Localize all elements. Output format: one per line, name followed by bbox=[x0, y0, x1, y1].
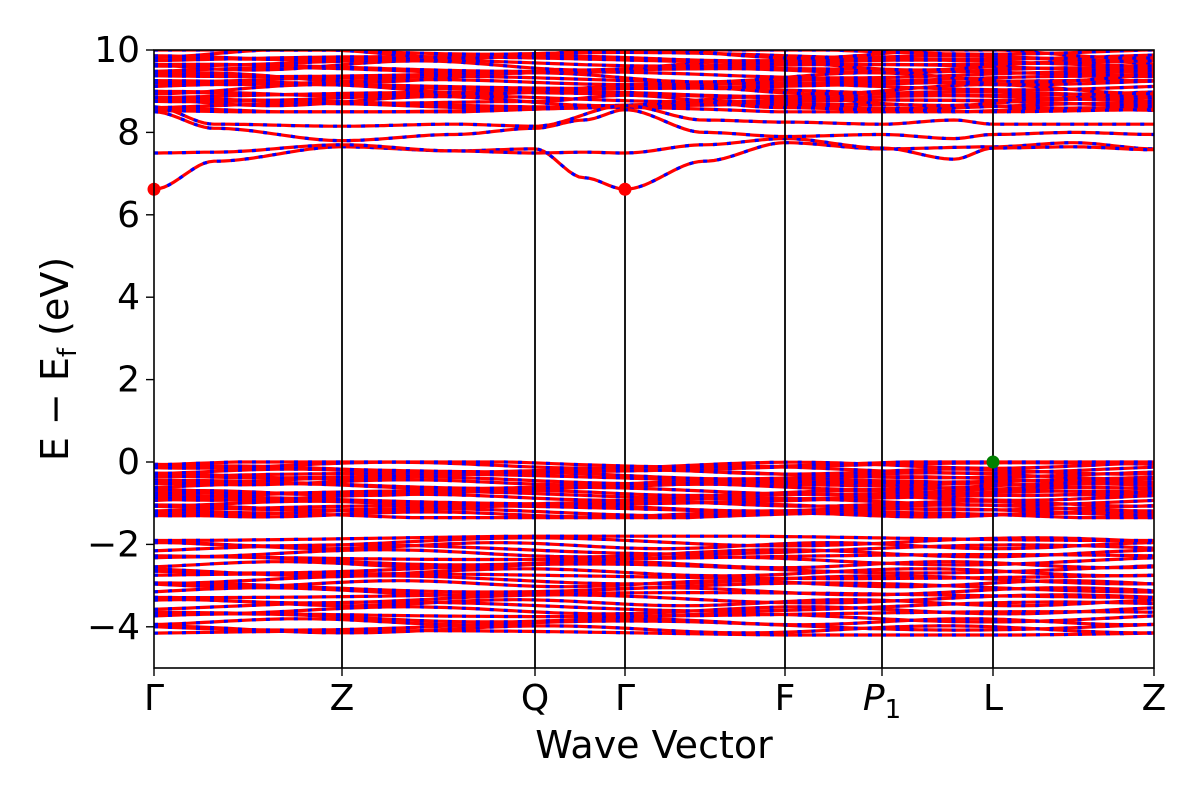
y-axis-ticks: 10 8 6 4 2 0 −2 −4 bbox=[87, 30, 154, 648]
band-line-spin-down bbox=[154, 624, 1154, 635]
band-line-spin-down bbox=[154, 619, 1154, 632]
band-line-spin-down bbox=[154, 541, 1154, 551]
band-group bbox=[154, 534, 1154, 637]
band-line-spin-down bbox=[154, 605, 1154, 616]
x-tick-label: Γ bbox=[144, 678, 164, 719]
band-line-spin-down bbox=[154, 567, 1154, 578]
cbm-marker bbox=[618, 182, 632, 196]
high-symmetry-lines bbox=[341, 50, 994, 668]
conduction-band-spin-down bbox=[154, 93, 1154, 114]
band-line-spin-down bbox=[154, 78, 1154, 87]
band-line-spin-down bbox=[154, 50, 1154, 61]
band-line-spin-down bbox=[154, 610, 1154, 619]
y-tick-label: −2 bbox=[87, 524, 140, 565]
y-tick-label: 2 bbox=[117, 360, 140, 401]
y-tick-label: 10 bbox=[94, 30, 140, 71]
x-tick-label: Z bbox=[330, 678, 355, 719]
band-line-spin-down bbox=[154, 55, 1154, 67]
extremum-markers bbox=[147, 182, 1000, 469]
x-axis-label: Wave Vector bbox=[535, 723, 773, 767]
bands-layer bbox=[154, 50, 1154, 637]
band-line-spin-down bbox=[154, 598, 1154, 608]
band-line-spin-down bbox=[154, 581, 1154, 594]
band-group bbox=[154, 460, 1154, 520]
band-line-spin-down bbox=[154, 534, 1154, 543]
y-tick-label: 0 bbox=[117, 442, 140, 483]
conduction-band-spin-up bbox=[154, 108, 1154, 143]
band-line-spin-down bbox=[154, 553, 1154, 562]
x-tick-label: Q bbox=[521, 678, 549, 719]
x-tick-label: P1 bbox=[863, 678, 901, 725]
plot-frame bbox=[153, 49, 1155, 669]
band-line-spin-down bbox=[154, 562, 1154, 575]
y-tick-label: 8 bbox=[117, 112, 140, 153]
conduction-band-spin-up bbox=[154, 141, 1154, 191]
band-line-spin-down bbox=[154, 591, 1154, 600]
conduction-band-spin-down bbox=[154, 137, 1154, 161]
y-axis-label: E − Ef (eV) bbox=[33, 257, 83, 461]
x-axis-ticks: Γ Z Q Γ F P1 L Z bbox=[144, 668, 1166, 725]
y-axis-label-subscript: f bbox=[53, 347, 83, 357]
y-tick-label: 4 bbox=[117, 277, 140, 318]
x-tick-label: L bbox=[983, 678, 1003, 719]
y-axis-label-unit: (eV) bbox=[33, 257, 77, 336]
x-tick-label: Γ bbox=[615, 678, 635, 719]
band-line-spin-down bbox=[154, 617, 1154, 627]
y-axis-label-main: E − E bbox=[33, 357, 77, 461]
y-tick-label: −4 bbox=[87, 607, 140, 648]
band-line-spin-down bbox=[154, 471, 1154, 485]
conduction-band-spin-up bbox=[154, 103, 1154, 128]
vbm-marker bbox=[986, 455, 1000, 469]
y-tick-label: 6 bbox=[117, 195, 140, 236]
x-tick-label: F bbox=[775, 678, 796, 719]
band-line-spin-down bbox=[154, 560, 1154, 570]
band-line-spin-down bbox=[154, 71, 1154, 84]
x-tick-label: Z bbox=[1142, 678, 1167, 719]
band-line-spin-down bbox=[154, 50, 1154, 56]
band-line-spin-down bbox=[154, 492, 1154, 502]
